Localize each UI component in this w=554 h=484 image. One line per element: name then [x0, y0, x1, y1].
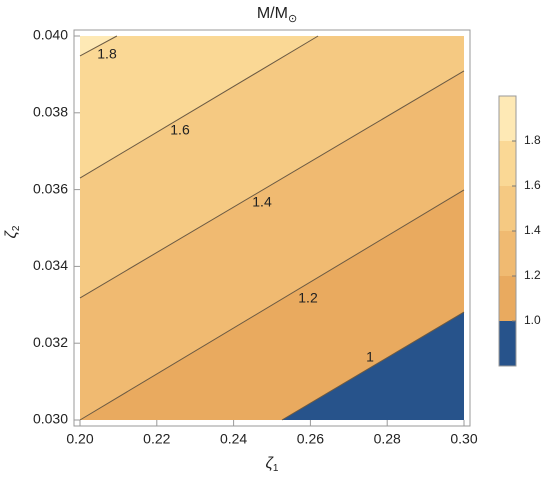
y-label: ζ2	[3, 225, 21, 238]
contour-label: 1.8	[97, 46, 117, 62]
y-tick-label: 0.036	[33, 180, 68, 196]
colorbar-tick-label: 1.2	[524, 268, 541, 282]
x-label: ζ1	[266, 455, 279, 473]
contour-label: 1.2	[298, 290, 318, 306]
chart-title: M/M⊙	[257, 5, 297, 25]
plot-frame	[73, 29, 471, 427]
colorbar-tick-label: 1.4	[524, 223, 541, 237]
title-sub: ⊙	[288, 13, 297, 25]
contour-line	[281, 311, 465, 421]
colorbar-tick-label: 1.8	[524, 133, 541, 147]
y-label-text: ζ	[3, 229, 20, 238]
contour-line	[79, 70, 465, 299]
x-tick-label: 0.24	[220, 431, 247, 447]
y-tick-label: 0.030	[33, 411, 68, 427]
colorbar-band	[499, 96, 516, 141]
contour-label: 1.6	[170, 122, 190, 138]
contour-line	[79, 35, 118, 57]
x-tick-label: 0.20	[66, 431, 93, 447]
x-tick-label: 0.30	[450, 431, 477, 447]
y-tick-label: 0.032	[33, 334, 68, 350]
colorbar-tick-label: 1.0	[524, 313, 541, 327]
x-label-sub: 1	[273, 463, 279, 474]
title-text: M/M	[257, 5, 288, 22]
x-tick-label: 0.28	[374, 431, 401, 447]
colorbar-tick-label: 1.6	[524, 178, 541, 192]
contour-line	[79, 189, 465, 421]
colorbar-band	[499, 186, 516, 231]
contour-line	[79, 35, 319, 179]
y-tick-label: 0.034	[33, 257, 68, 273]
x-tick-label: 0.26	[297, 431, 324, 447]
x-label-text: ζ	[266, 455, 275, 472]
x-tick-label: 0.22	[143, 431, 170, 447]
y-tick-label: 0.038	[33, 104, 68, 120]
colorbar-band	[499, 141, 516, 186]
colorbar-band	[499, 231, 516, 276]
contour-label: 1.4	[252, 194, 272, 210]
y-tick-label: 0.040	[33, 27, 68, 43]
y-label-sub: 2	[11, 225, 22, 231]
colorbar-band	[499, 321, 516, 366]
colorbar-band	[499, 276, 516, 321]
contour-label: 1	[366, 349, 374, 365]
